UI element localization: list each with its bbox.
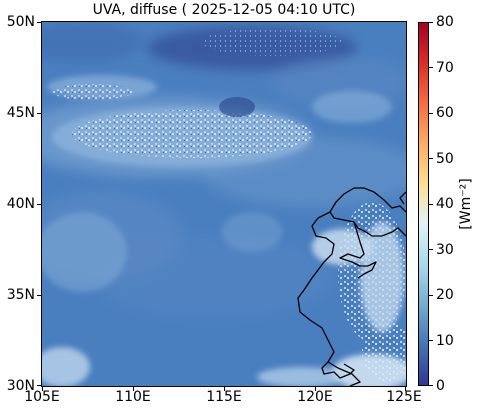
lon-tick-mark [133,387,134,391]
map-title: UVA, diffuse ( 2025-12-05 04:10 UTC) [92,2,356,18]
lat-tick-mark [37,22,41,23]
uva-field-map [42,22,406,386]
colorbar-tick-label: 10 [436,332,454,349]
colorbar-tick-mark [429,204,433,205]
lon-tick-label: 105E [24,389,60,405]
lon-tick-mark [315,387,316,391]
lat-tick-mark [37,295,41,296]
colorbar-tick-mark [429,22,433,23]
colorbar-tick-mark [429,295,433,296]
colorbar-tick-mark [429,385,433,386]
coastline [297,187,406,386]
colorbar-tick-label: 70 [436,59,454,76]
lat-tick-mark [37,385,41,386]
colorbar-tick-mark [429,67,433,68]
colorbar-label: [Wm⁻²] [458,178,474,230]
colorbar-tick-mark [429,340,433,341]
lat-tick-label: 40N [6,196,35,212]
lat-tick-label: 30N [6,378,35,394]
colorbar-tick-mark [429,158,433,159]
colorbar-tick-label: 0 [436,378,445,394]
colorbar-tick-label: 50 [436,150,454,167]
map-plot-area [42,22,406,386]
lon-tick-label: 125E [386,389,422,405]
lon-tick-mark [224,387,225,391]
bohai-west-coast [297,211,355,379]
lat-tick-mark [37,204,41,205]
lat-tick-label: 35N [6,287,35,303]
colorbar-tick-mark [429,249,433,250]
lon-tick-mark [405,387,406,391]
yangtze-coast [327,361,361,386]
lat-tick-label: 45N [6,105,35,121]
lon-tick-label: 115E [206,389,242,405]
colorbar-tick-mark [429,113,433,114]
shandong-coast [339,221,377,279]
colorbar [418,22,429,386]
lon-tick-mark [42,387,43,391]
lat-tick-label: 50N [6,14,35,30]
lon-tick-label: 110E [115,389,151,405]
liaodong-peninsula-coast [329,187,406,237]
lon-tick-label: 120E [297,389,333,405]
colorbar-tick-label: 20 [436,287,454,303]
colorbar-tick-label: 60 [436,105,454,121]
colorbar-tick-label: 30 [436,241,454,258]
lat-tick-mark [37,113,41,114]
colorbar-tick-label: 80 [436,14,454,30]
korea-tip-coast [399,191,406,205]
colorbar-tick-label: 40 [436,196,454,212]
